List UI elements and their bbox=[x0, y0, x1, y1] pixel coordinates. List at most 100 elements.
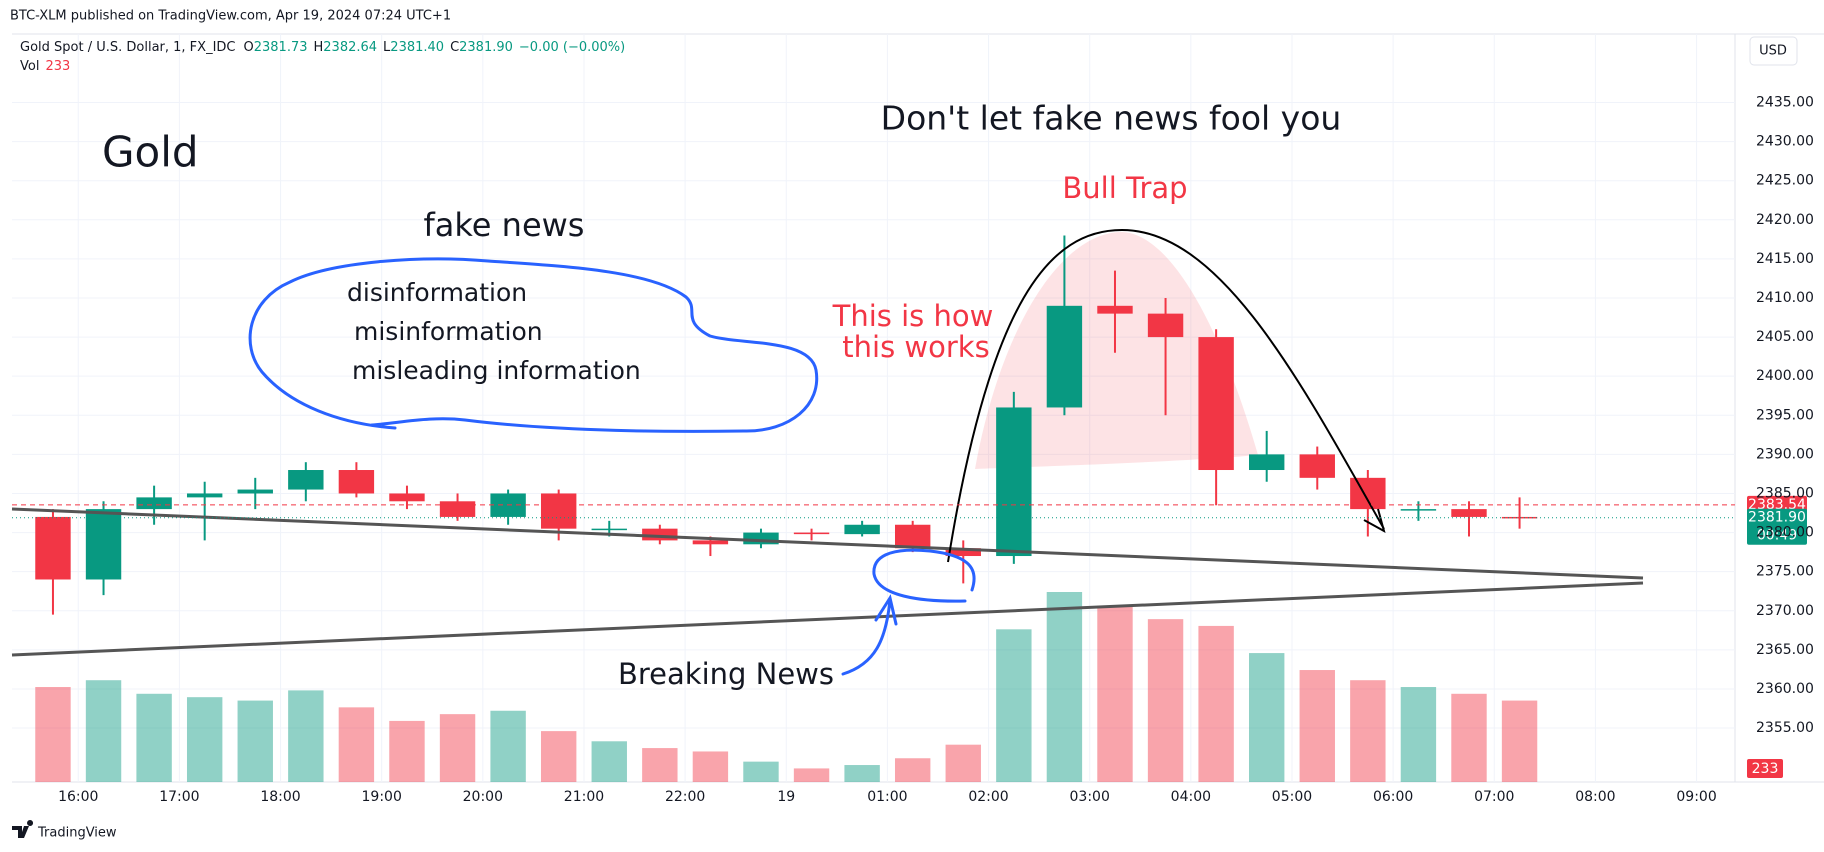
candle-body bbox=[1046, 305, 1083, 408]
y-tick-label: 2390.00 bbox=[1756, 446, 1814, 462]
volume-bar bbox=[85, 680, 122, 782]
volume-label: Vol bbox=[20, 59, 39, 74]
ohlc-value: 2381.40 bbox=[390, 40, 444, 55]
candle-body bbox=[85, 509, 122, 580]
volume-bar bbox=[1350, 680, 1386, 782]
volume-bar bbox=[35, 687, 71, 782]
candle-body bbox=[996, 407, 1032, 557]
volume-bar bbox=[288, 690, 324, 782]
headline: Don't let fake news fool you bbox=[881, 99, 1342, 138]
x-tick-label: 19 bbox=[777, 789, 795, 805]
candle-body bbox=[389, 493, 425, 502]
currency[interactable]: USD bbox=[1759, 44, 1787, 59]
volume-bar bbox=[1147, 619, 1184, 782]
volume-bar bbox=[945, 744, 981, 782]
y-tick-label: 2395.00 bbox=[1756, 407, 1814, 423]
candle-body bbox=[136, 497, 172, 510]
volume-bar bbox=[439, 714, 476, 782]
volume-bar bbox=[743, 761, 779, 782]
candle-body bbox=[1198, 337, 1234, 471]
x-tick-label: 17:00 bbox=[159, 789, 199, 805]
blue-arrow bbox=[841, 594, 898, 676]
y-tick-label: 2410.00 bbox=[1756, 290, 1814, 306]
ohlc-key: C bbox=[450, 40, 459, 55]
volume-bar bbox=[1299, 670, 1335, 782]
symbol: Gold Spot / U.S. Dollar, 1, FX_IDC bbox=[20, 40, 236, 55]
volume-legend: Vol 233 bbox=[20, 59, 70, 74]
trend-line bbox=[11, 507, 1644, 580]
x-tick-label: 20:00 bbox=[463, 789, 503, 805]
x-tick-label: 07:00 bbox=[1474, 789, 1514, 805]
brand: TradingView bbox=[37, 826, 117, 841]
y-tick-label: 2420.00 bbox=[1756, 212, 1814, 228]
x-tick-label: 22:00 bbox=[665, 789, 705, 805]
ohlc-key: O bbox=[244, 40, 254, 55]
candle-body bbox=[945, 548, 981, 557]
y-tick-label: 2430.00 bbox=[1756, 134, 1814, 150]
candle-body bbox=[844, 524, 880, 535]
candle-body bbox=[894, 524, 931, 549]
x-tick-label: 01:00 bbox=[867, 789, 907, 805]
breaking-news: Breaking News bbox=[618, 657, 834, 691]
volume-bar bbox=[591, 741, 627, 782]
candle-body bbox=[186, 493, 223, 498]
trap-arc bbox=[947, 228, 1385, 563]
currency-button[interactable] bbox=[1749, 36, 1798, 66]
candle-body bbox=[1097, 305, 1133, 314]
volume-bar bbox=[1097, 605, 1133, 782]
volume-bar bbox=[136, 693, 172, 782]
volume-box-label: 233 bbox=[1752, 761, 1779, 777]
cloud-item: misinformation bbox=[354, 317, 543, 346]
volume-bar bbox=[692, 751, 729, 782]
legend: Gold Spot / U.S. Dollar, 1, FX_IDC O2381.… bbox=[20, 40, 625, 55]
x-tick-label: 19:00 bbox=[362, 789, 402, 805]
candle-body bbox=[743, 532, 779, 545]
x-tick-label: 08:00 bbox=[1575, 789, 1615, 805]
y-tick-label: 2370.00 bbox=[1756, 603, 1814, 619]
x-tick-label: 04:00 bbox=[1171, 789, 1211, 805]
x-tick-label: 02:00 bbox=[968, 789, 1008, 805]
x-tick-label: 18:00 bbox=[260, 789, 300, 805]
highlight-circle bbox=[872, 548, 976, 603]
volume-bar bbox=[540, 731, 577, 782]
y-tick-label: 2435.00 bbox=[1756, 95, 1814, 111]
ohlc-value: 2381.90 bbox=[459, 40, 513, 55]
y-tick-label: 2405.00 bbox=[1756, 329, 1814, 345]
volume-bar bbox=[490, 710, 526, 782]
x-tick-label: 16:00 bbox=[58, 789, 98, 805]
change: −0.00 (−0.00%) bbox=[519, 40, 625, 55]
fake-news: fake news bbox=[424, 206, 585, 244]
candle-body bbox=[591, 528, 627, 531]
candle-body bbox=[237, 489, 273, 494]
price-box bbox=[1747, 508, 1807, 545]
candle-layer bbox=[35, 235, 1538, 615]
cloud-item: disinformation bbox=[347, 278, 527, 307]
countdown: 00:49 bbox=[1757, 528, 1797, 544]
candle-body bbox=[1400, 509, 1437, 511]
ohlc-value: 2382.64 bbox=[323, 40, 377, 55]
volume-bar bbox=[1451, 693, 1487, 782]
y-tick-label: 2360.00 bbox=[1756, 681, 1814, 697]
y-tick-label: 2400.00 bbox=[1756, 368, 1814, 384]
candle-body bbox=[642, 528, 678, 541]
cloud-item: misleading information bbox=[352, 356, 641, 385]
volume-bar bbox=[1046, 592, 1083, 782]
x-tick-label: 09:00 bbox=[1676, 789, 1716, 805]
candle-body bbox=[1501, 516, 1538, 519]
ohlc-key: L bbox=[383, 40, 391, 55]
grid bbox=[12, 34, 1735, 782]
volume-bar bbox=[338, 707, 375, 782]
ohlc-value: 2381.73 bbox=[254, 40, 308, 55]
y-tick-label: 2355.00 bbox=[1756, 720, 1814, 736]
volume-bar bbox=[996, 629, 1032, 782]
arrow-head bbox=[1363, 508, 1386, 534]
candle-body bbox=[540, 493, 577, 529]
how-note: This is how bbox=[832, 299, 994, 333]
how-note: this works bbox=[842, 330, 989, 364]
publish-info: BTC-XLM published on TradingView.com, Ap… bbox=[10, 9, 451, 24]
ohlc-key: H bbox=[314, 40, 324, 55]
brand-logo bbox=[12, 820, 34, 838]
thought-cloud bbox=[248, 257, 819, 433]
volume-bar bbox=[389, 720, 425, 782]
